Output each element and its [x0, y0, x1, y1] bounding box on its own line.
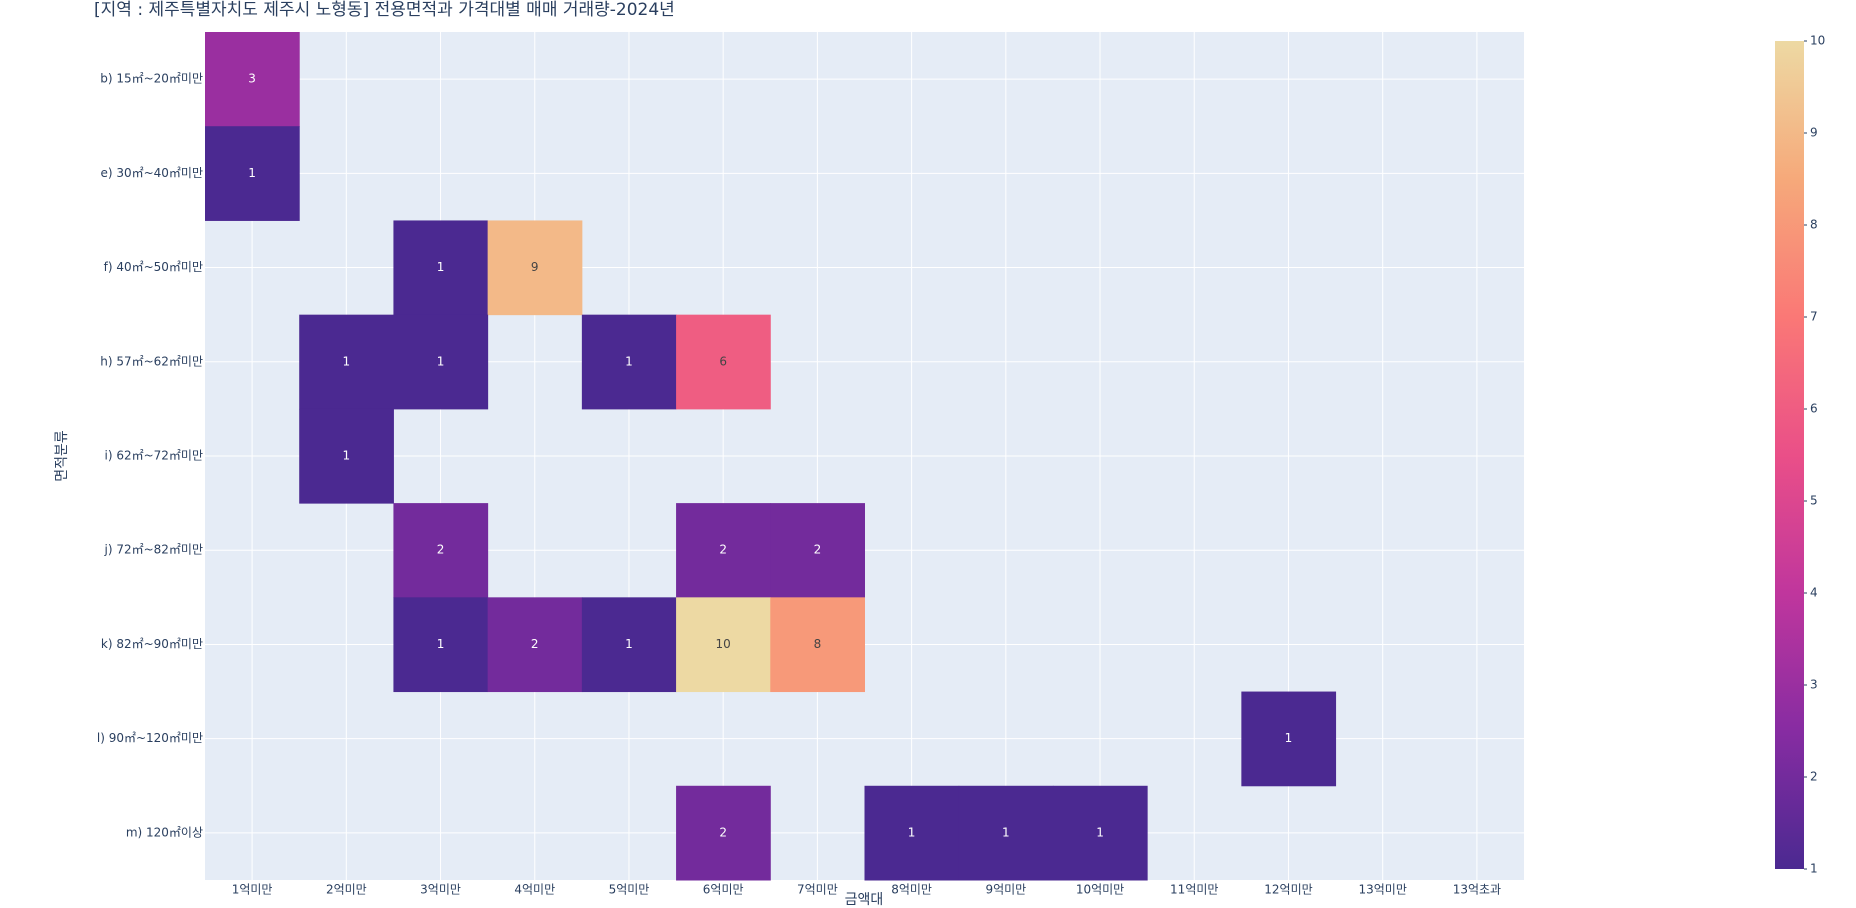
cell-label: 1: [343, 354, 351, 368]
y-axis-title: 면적분류: [54, 430, 70, 482]
cell-label: 10: [716, 637, 731, 651]
heatmap-cell: [205, 32, 300, 127]
x-axis-title: 금액대: [845, 892, 884, 908]
cell-label: 2: [437, 543, 445, 557]
x-tick-label: 4억미만: [514, 883, 555, 897]
cell-label: 1: [1096, 825, 1104, 839]
colorbar-tick-label: 4: [1810, 586, 1818, 600]
colorbar-tick-label: 7: [1810, 310, 1818, 324]
y-tick-label: i) 62㎡~72㎡미만: [104, 449, 203, 463]
x-tick-label: 2억미만: [326, 883, 367, 897]
cell-label: 1: [437, 260, 445, 274]
heatmap-cell: [487, 220, 583, 316]
heatmap-cell: [581, 597, 677, 693]
heatmap-cell: [864, 785, 960, 881]
x-tick-label: 13억미만: [1358, 883, 1406, 897]
x-tick-label: 3억미만: [420, 883, 461, 897]
chart-title: [지역 : 제주특별자치도 제주시 노형동] 전용면적과 가격대별 매매 거래량…: [94, 0, 675, 20]
y-tick-label: b) 15㎡~20㎡미만: [100, 72, 203, 86]
x-tick-label: 7억미만: [797, 883, 838, 897]
y-tick-label: e) 30㎡~40㎡미만: [100, 166, 203, 180]
colorbar-tick-label: 5: [1810, 494, 1818, 508]
heatmap-cell: [770, 503, 865, 598]
colorbar-tick-label: 8: [1810, 218, 1818, 232]
cell-label: 1: [248, 166, 256, 180]
cell-label: 1: [908, 825, 916, 839]
cell-label: 2: [531, 637, 539, 651]
cell-label: 1: [437, 637, 445, 651]
x-tick-label: 13억초과: [1453, 883, 1501, 897]
colorbar-tick-label: 9: [1810, 126, 1818, 140]
colorbar: [1775, 41, 1804, 869]
heatmap-cell: [1052, 785, 1148, 881]
x-tick-label: 11억미만: [1170, 883, 1218, 897]
heatmap-cell: [299, 314, 394, 410]
heatmap-cell: [676, 597, 771, 693]
heatmap-cell: [676, 314, 771, 410]
heatmap-cell: [487, 597, 583, 693]
colorbar-tick-label: 10: [1810, 34, 1825, 48]
cell-label: 1: [625, 354, 633, 368]
y-tick-label: h) 57㎡~62㎡미만: [100, 354, 203, 368]
cell-label: 1: [1002, 825, 1010, 839]
colorbar-tick-label: 3: [1810, 678, 1818, 692]
cell-label: 1: [625, 637, 633, 651]
cell-label: 2: [719, 825, 727, 839]
heatmap-cell: [299, 408, 394, 504]
y-tick-label: f) 40㎡~50㎡미만: [104, 260, 203, 274]
heatmap-cell: [581, 314, 677, 410]
colorbar-tick-label: 1: [1810, 862, 1818, 876]
heatmap-cell: [393, 314, 489, 410]
x-tick-label: 6억미만: [703, 883, 744, 897]
heatmap-cell: [1241, 691, 1337, 787]
heatmap-cell: [393, 597, 489, 693]
x-tick-label: 8억미만: [891, 883, 932, 897]
x-tick-label: 1억미만: [232, 883, 273, 897]
y-tick-label: j) 72㎡~82㎡미만: [103, 543, 203, 557]
x-tick-label: 9억미만: [985, 883, 1026, 897]
colorbar-tick-label: 2: [1810, 770, 1818, 784]
heatmap-cell: [770, 597, 865, 693]
heatmap-cell: [393, 503, 489, 598]
cell-label: 2: [719, 543, 727, 557]
y-tick-label: k) 82㎡~90㎡미만: [101, 637, 203, 651]
cell-label: 3: [248, 72, 256, 86]
heatmap-cell: [205, 126, 300, 221]
cell-label: 9: [531, 260, 539, 274]
cell-label: 8: [814, 637, 822, 651]
heatmap-cell: [958, 785, 1054, 881]
x-tick-label: 10억미만: [1076, 883, 1124, 897]
y-tick-label: m) 120㎡이상: [126, 825, 203, 839]
y-tick-label: l) 90㎡~120㎡미만: [97, 731, 203, 745]
x-tick-label: 12억미만: [1264, 883, 1312, 897]
heatmap-cell: [676, 785, 771, 881]
x-tick-label: 5억미만: [609, 883, 650, 897]
colorbar-tick-label: 6: [1810, 402, 1818, 416]
cell-label: 1: [437, 354, 445, 368]
cell-label: 2: [814, 543, 822, 557]
cell-label: 6: [719, 354, 727, 368]
cell-label: 1: [1285, 731, 1293, 745]
heatmap-cell: [393, 220, 489, 316]
cell-label: 1: [343, 449, 351, 463]
heatmap-cell: [676, 503, 771, 598]
